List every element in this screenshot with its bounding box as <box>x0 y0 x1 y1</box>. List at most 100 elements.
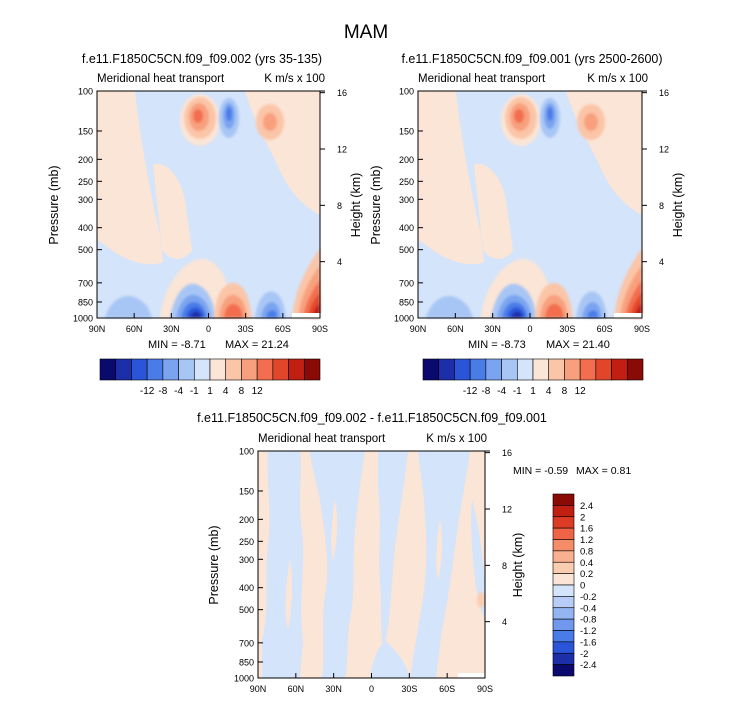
panel-1-upper-south-positive <box>256 104 284 140</box>
panel-3-colorbar-label: -1.2 <box>580 626 596 637</box>
panel-1-colorbar-box <box>225 358 242 381</box>
panel-3-title: f.e11.F1850C5CN.f09_f09.002 - f.e11.F185… <box>197 411 547 425</box>
panel-2-min-label: MIN = -8.73 <box>468 339 526 351</box>
panel-2-max-label: MAX = 21.40 <box>546 339 610 351</box>
panel-2-ytick-label: 850 <box>399 297 414 307</box>
panel-2-lower-negative-core <box>491 283 537 318</box>
panel-3-xtick-label: 30N <box>325 684 342 694</box>
figure-title: MAM <box>344 22 388 43</box>
panel-3-height-tick-label: 16 <box>502 448 512 458</box>
panel-1-xtick-label: 60S <box>275 324 291 334</box>
panel-1-ytick-label: 150 <box>78 126 93 136</box>
panel-3-colorbar-box <box>552 641 575 654</box>
panel-1-xtick-label: 30N <box>163 324 180 334</box>
panel-2-colorbar-label: 1 <box>530 386 536 397</box>
panel-1-plot-area <box>97 91 322 319</box>
panel-1-right-string: K m/s x 100 <box>264 73 325 85</box>
panel-1-ylabel-right: Height (km) <box>349 173 363 238</box>
panel-3-ytick-label: 700 <box>239 638 254 648</box>
panel-1-upper-negative-core <box>219 98 239 138</box>
panel-2-colorbar-box <box>548 358 565 381</box>
panel-3-xtick-label: 30S <box>401 684 417 694</box>
panel-2-ytick-label: 200 <box>399 155 414 165</box>
panel-1-colorbar-box <box>131 358 148 381</box>
panel-1-colorbar-label: 1 <box>207 386 213 397</box>
panel-3-colorbar-label: 1.6 <box>580 524 593 535</box>
panel-1-colorbar-box <box>99 358 117 381</box>
panel-1-min-label: MIN = -8.71 <box>148 339 206 351</box>
panel-1-upper-positive-core <box>180 94 220 146</box>
panel-2-colorbar-label: -1 <box>513 386 522 397</box>
panel-3-xtick-label: 90S <box>477 684 493 694</box>
panel-3-colorbar-label: 1.2 <box>580 535 593 546</box>
panel-1-colorbar-label: 8 <box>239 386 245 397</box>
panel-3-ytick-label: 100 <box>239 447 254 457</box>
panel-1-colorbar-label: -1 <box>190 386 199 397</box>
panel-2-xtick-label: 90S <box>634 324 650 334</box>
panel-1-colorbar-box <box>272 358 289 381</box>
panel-1-xtick-label: 0 <box>206 324 211 334</box>
panel-3-colorbar-label: -2.4 <box>580 660 596 671</box>
panel-3-colorbar-label: -1.6 <box>580 637 596 648</box>
panel-2-colorbar-label: 4 <box>546 386 552 397</box>
panel-1-colorbar-box <box>115 358 132 381</box>
panel-2-colorbar-box <box>579 358 597 381</box>
panel-1-colorbar-box <box>303 358 321 381</box>
panel-2-xtick-label: 30N <box>484 324 501 334</box>
panel-2-ytick-label: 500 <box>399 245 414 255</box>
panel-1-colorbar-box <box>288 358 305 381</box>
panel-3-min-label: MIN = -0.59 <box>513 465 568 477</box>
panel-2-colorbar-box <box>485 358 502 381</box>
panel-1-lower-south-negative <box>255 291 286 318</box>
panel-3-ytick-label: 150 <box>239 486 254 496</box>
panel-2-plot-area <box>418 91 644 319</box>
panel-3-colorbar-box <box>552 630 575 643</box>
panel-2-upper-positive-core <box>501 94 541 146</box>
panel-1-lower-negative-core <box>170 283 216 318</box>
panel-3-height-tick-label: 8 <box>502 561 507 571</box>
panel-2-colorbar-box <box>595 358 612 381</box>
panel-2-colorbar-label: -12 <box>463 386 478 397</box>
panel-2-colorbar-label: -8 <box>481 386 490 397</box>
panel-3-xtick-label: 90N <box>250 684 267 694</box>
panel-3-colorbar-box <box>552 607 575 620</box>
panel-3-ytick-label: 500 <box>239 605 254 615</box>
panel-2-left-string: Meridional heat transport <box>418 73 546 85</box>
panel-3-ylabel: Pressure (mb) <box>207 525 221 604</box>
panel-1-colorbar-box <box>241 358 258 381</box>
panel-3-colorbar-box <box>552 561 575 574</box>
panel-2-colorbar-box <box>501 358 518 381</box>
panel-2-xtick-label: 60S <box>597 324 613 334</box>
panel-2-height-tick-label: 12 <box>659 144 669 154</box>
panel-1-xtick-label: 90S <box>312 324 328 334</box>
panel-1-colorbar-label: -12 <box>140 386 155 397</box>
panel-2-colorbar: -12 -8 -4 -1 1 4 8 12 <box>422 358 644 397</box>
panel-2-colorbar-box <box>422 358 440 381</box>
panel-1-ytick-label: 500 <box>78 245 93 255</box>
panel-2-colorbar-box <box>611 358 628 381</box>
panel-3-colorbar-label: 0.8 <box>580 546 593 557</box>
panel-3-colorbar-box <box>552 618 575 631</box>
panel-1-colorbar-box <box>178 358 195 381</box>
panel-3-colorbar-box <box>552 505 575 518</box>
panel-2-height-tick-label: 8 <box>659 201 664 211</box>
panel-3-colorbar-label: -0.8 <box>580 615 596 626</box>
panel-2-xtick-label: 0 <box>527 324 532 334</box>
panel-2-height-tick-label: 16 <box>659 88 669 98</box>
panel-2-ytick-label: 150 <box>399 126 414 136</box>
panel-3-colorbar-label: 2 <box>580 512 585 523</box>
panel-3-ytick-label: 250 <box>239 537 254 547</box>
panel-3-plot-area <box>258 451 488 679</box>
panel-2-ytick-label: 700 <box>399 278 414 288</box>
panel-1-colorbar-box <box>162 358 179 381</box>
panel-1-colorbar-label: -4 <box>174 386 183 397</box>
panel-2-colorbar-box <box>516 358 534 381</box>
panel-3-xtick-label: 60N <box>288 684 305 694</box>
panel-1-xtick-label: 90N <box>89 324 106 334</box>
panel-3-height-tick-label: 12 <box>502 504 512 514</box>
panel-3-ytick-label: 200 <box>239 515 254 525</box>
panel-3: f.e11.F1850C5CN.f09_f09.002 - f.e11.F185… <box>197 411 631 694</box>
